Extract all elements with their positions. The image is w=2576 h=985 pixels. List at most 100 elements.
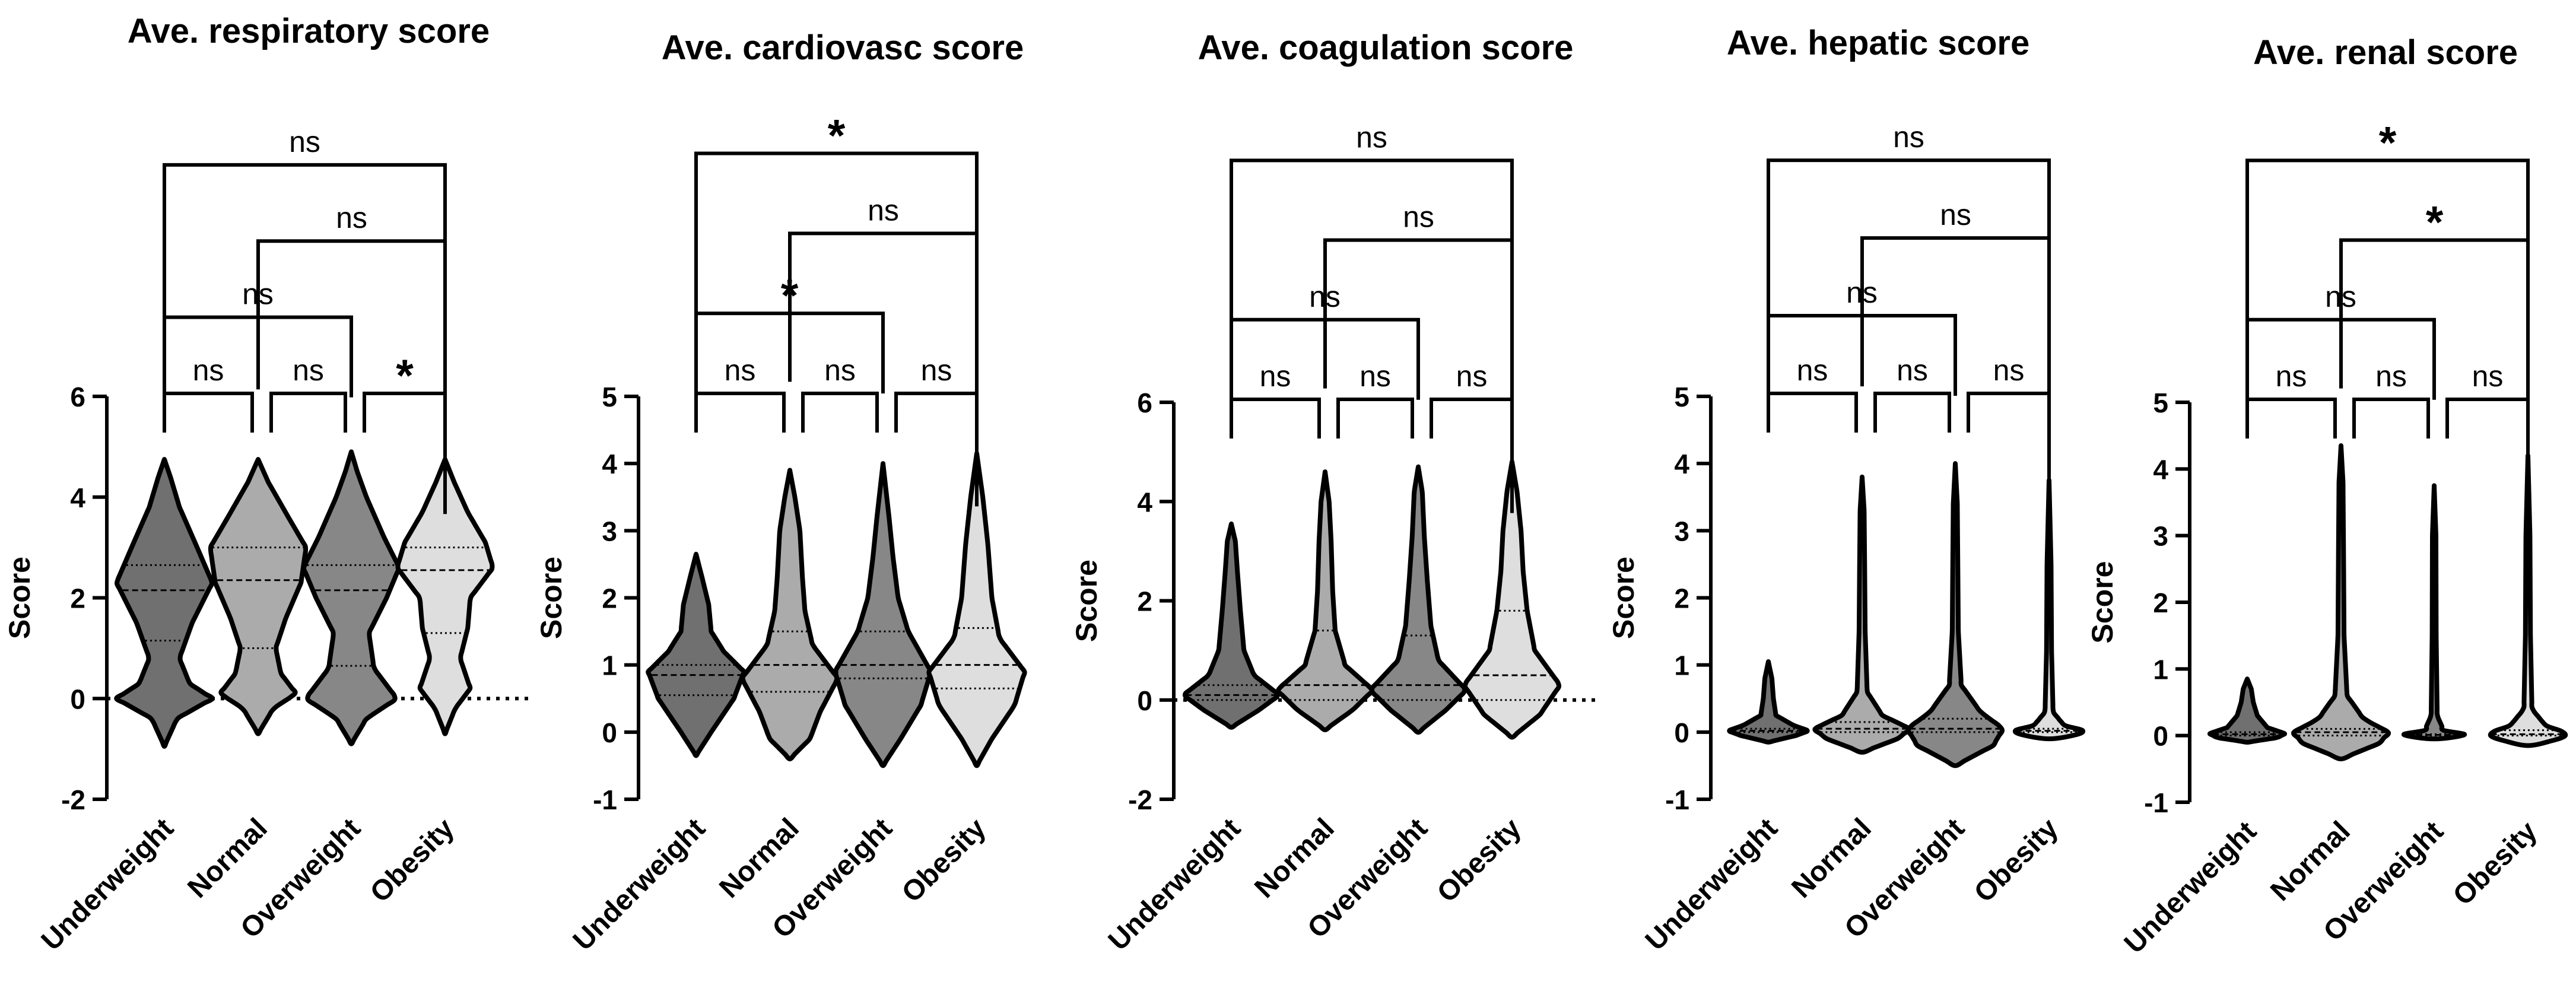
significance-label: ns — [193, 354, 224, 387]
violin-normal — [1275, 469, 1375, 732]
significance-bracket — [2245, 398, 2337, 439]
y-tick-label: 6 — [1137, 387, 1152, 418]
y-tick-label: 0 — [1137, 685, 1152, 716]
chart-title: Ave. respiratory score — [128, 12, 490, 50]
chart-svg: Ave. respiratory score -2 0 2 4 6 Score Underwe… — [3, 12, 528, 957]
y-tick-label: -1 — [593, 784, 617, 815]
significance-bracket — [2339, 238, 2530, 513]
chart-panel-3: Ave. coagulation score -2 0 2 4 6 Score Underwe… — [1068, 0, 1602, 982]
y-tick-label: 4 — [1674, 449, 1689, 479]
significance-bracket — [801, 392, 879, 433]
y-tick-label: 4 — [2153, 454, 2168, 485]
y-tick-label: -1 — [2144, 787, 2168, 818]
significance-label: ns — [1993, 354, 2025, 387]
significance-bracket — [1230, 317, 1420, 400]
violin-underweight — [114, 457, 215, 749]
chart-panel-5: Ave. renal score -1 0 1 2 3 4 5 Score Underweight… — [2077, 0, 2576, 982]
y-tick-label: 3 — [2153, 521, 2168, 552]
violin-underweight — [2207, 676, 2288, 745]
y-tick-label: 3 — [602, 516, 617, 546]
y-tick-label: 0 — [1674, 717, 1689, 748]
y-tick-label: 1 — [1674, 650, 1689, 681]
significance-label: ns — [868, 193, 899, 227]
significance-label: ns — [1456, 360, 1488, 393]
significance-label: ns — [2375, 360, 2407, 393]
chart-svg: Ave. renal score -1 0 1 2 3 4 5 Score Underweight… — [2086, 33, 2568, 959]
violin-overweight — [833, 461, 933, 768]
significance-bracket — [1230, 398, 1321, 439]
significance-label: ns — [1356, 120, 1387, 154]
y-axis-label: Score — [2086, 561, 2119, 644]
x-tick-label: Normal — [713, 812, 805, 904]
significance-bracket — [1767, 158, 2051, 386]
significance-label: ns — [1260, 360, 1291, 393]
violin-underweight — [646, 551, 747, 758]
y-tick-label: 4 — [70, 482, 85, 513]
significance-bracket — [2352, 398, 2430, 439]
significance-bracket — [1873, 392, 1951, 433]
significance-label: ns — [2325, 280, 2356, 313]
x-tick-label: Normal — [2264, 815, 2356, 907]
y-axis-label: Score — [1607, 557, 1640, 639]
violin-underweight — [1727, 659, 1810, 745]
violin-overweight — [301, 449, 402, 746]
x-tick-label: Underweight — [567, 812, 712, 957]
significance-bracket — [256, 239, 447, 514]
violin-normal — [1812, 474, 1912, 755]
chart-svg: Ave. coagulation score -2 0 2 4 6 Score Underwe… — [1070, 28, 1595, 957]
significance-label: ns — [242, 278, 274, 311]
x-tick-label: Normal — [1786, 812, 1877, 904]
significance-bracket — [894, 392, 979, 433]
significance-label: ns — [1846, 276, 1878, 309]
y-tick-label: 1 — [602, 650, 617, 681]
chart-title: Ave. coagulation score — [1198, 28, 1574, 67]
significance-label: * — [828, 110, 846, 161]
significance-label: * — [396, 351, 414, 401]
significance-label: ns — [293, 354, 324, 387]
significance-label: ns — [1940, 198, 1971, 231]
x-tick-label: Obesity — [2447, 815, 2543, 911]
x-tick-label: Underweight — [36, 812, 180, 957]
chart-panel-4: Ave. hepatic score -1 0 1 2 3 4 5 Score Underweig… — [1602, 0, 2089, 982]
y-tick-label: 5 — [602, 382, 617, 412]
y-tick-label: 2 — [2153, 587, 2168, 618]
x-tick-label: Underweight — [1103, 812, 1247, 957]
x-tick-label: Normal — [182, 812, 273, 904]
violin-underweight — [1183, 521, 1280, 730]
significance-label: * — [2379, 117, 2397, 168]
significance-bracket — [1967, 392, 2051, 433]
y-tick-label: 2 — [70, 583, 85, 614]
significance-label: ns — [1893, 120, 1924, 154]
chart-title: Ave. cardiovasc score — [662, 28, 1024, 67]
significance-bracket — [163, 315, 353, 398]
violin-obesity — [926, 451, 1027, 768]
y-axis-label: Score — [3, 557, 36, 639]
y-tick-label: 2 — [1137, 586, 1152, 617]
x-tick-label: Obesity — [1431, 812, 1527, 908]
significance-bracket — [1336, 398, 1414, 439]
significance-bracket — [1230, 158, 1514, 386]
significance-bracket — [2245, 158, 2530, 386]
significance-bracket — [1767, 392, 1858, 433]
significance-bracket — [694, 151, 979, 379]
y-tick-label: -2 — [61, 784, 85, 815]
y-tick-label: 0 — [602, 717, 617, 748]
x-tick-label: Obesity — [1968, 812, 2064, 908]
violin-normal — [740, 468, 840, 762]
chart-svg: Ave. cardiovasc score -1 0 1 2 3 4 5 Score Underw… — [535, 28, 1027, 957]
significance-bracket — [2245, 317, 2436, 400]
violin-overweight — [1369, 464, 1468, 735]
significance-label: ns — [2472, 360, 2504, 393]
violin-obesity — [1462, 459, 1562, 740]
significance-bracket — [1767, 314, 1957, 396]
y-axis-label: Score — [1070, 560, 1103, 642]
y-tick-label: 4 — [602, 449, 617, 479]
violin-overweight — [2401, 483, 2467, 742]
violin-obesity — [395, 457, 495, 736]
significance-bracket — [2445, 398, 2530, 439]
chart-panel-1: Ave. respiratory score -2 0 2 4 6 Score Underwe… — [0, 0, 534, 982]
y-tick-label: 1 — [2153, 654, 2168, 685]
violin-normal — [2291, 443, 2391, 761]
violin-normal — [208, 457, 309, 736]
